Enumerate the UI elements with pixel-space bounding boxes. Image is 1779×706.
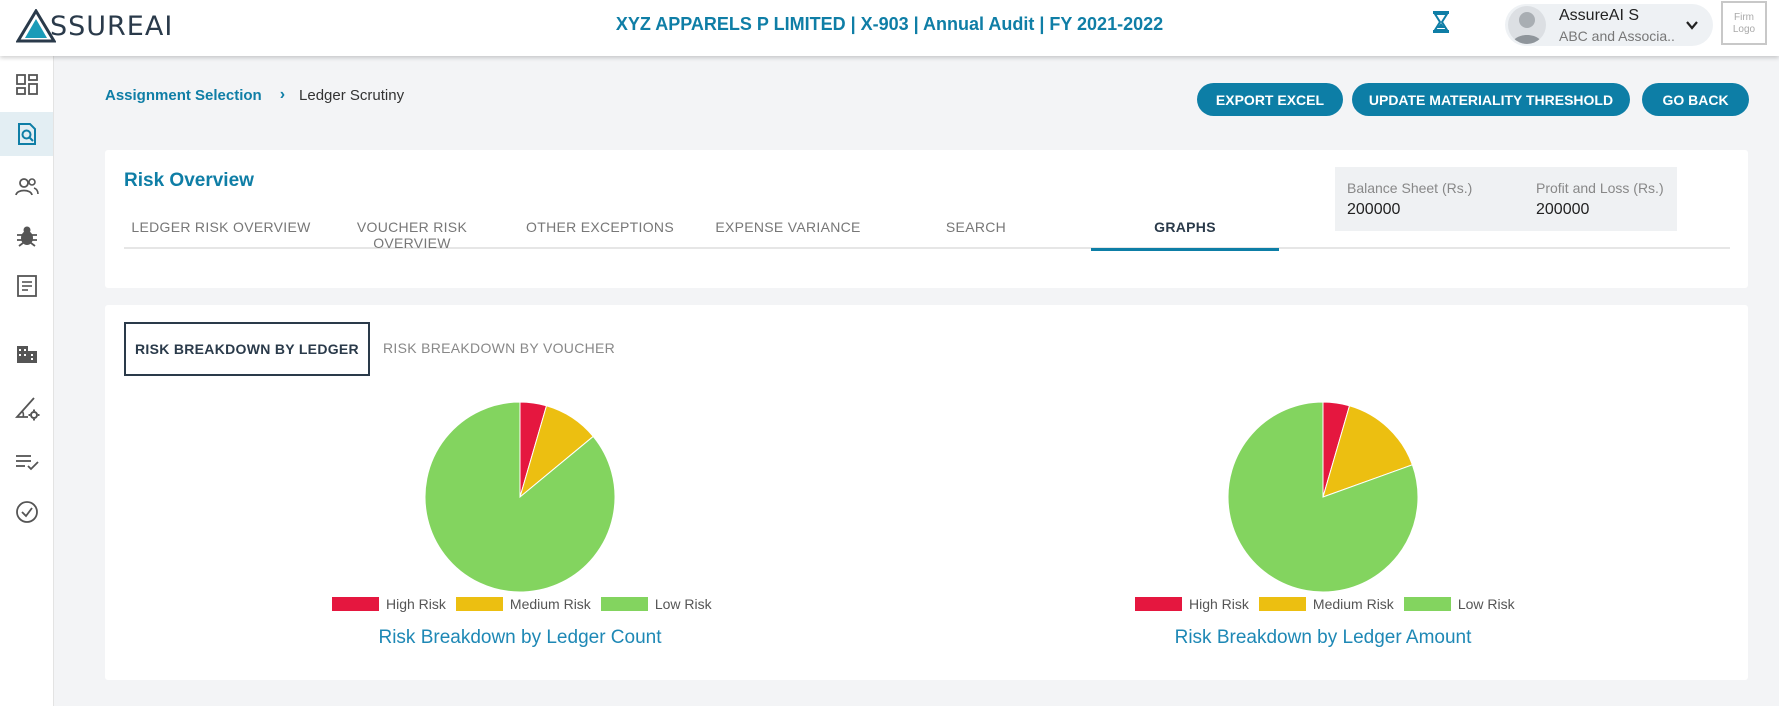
bug-icon xyxy=(16,226,37,247)
legend-label: Low Risk xyxy=(1457,596,1515,612)
report-icon xyxy=(16,275,37,297)
update-materiality-threshold-button[interactable]: UPDATE MATERIALITY THRESHOLD xyxy=(1352,83,1630,116)
breadcrumb-assignment-selection[interactable]: Assignment Selection xyxy=(105,86,262,104)
engagement-title: XYZ APPARELS P LIMITED | X-903 | Annual … xyxy=(615,14,1164,34)
breadcrumb: Assignment Selection › Ledger Scrutiny xyxy=(105,86,404,104)
tab-search[interactable]: SEARCH xyxy=(945,219,1007,235)
subtab-risk-breakdown-by-ledger[interactable]: RISK BREAKDOWN BY LEDGER xyxy=(124,322,370,376)
pie-slice-low-risk[interactable] xyxy=(424,401,616,593)
sidebar-item-organization[interactable] xyxy=(0,331,53,375)
user-menu[interactable]: AssureAI S ABC and Associa.. xyxy=(1505,4,1713,46)
ledger-amount-pie-chart xyxy=(1227,401,1419,593)
subtab-risk-breakdown-by-voucher[interactable]: RISK BREAKDOWN BY VOUCHER xyxy=(383,340,616,356)
legend-item-medium-risk[interactable]: Medium Risk xyxy=(455,596,591,612)
sidebar-item-exceptions[interactable] xyxy=(0,214,53,258)
tab-other-exceptions[interactable]: OTHER EXCEPTIONS xyxy=(526,219,674,235)
ledger-amount-legend: High Risk Medium Risk Low Risk xyxy=(1135,596,1525,612)
legend-label: High Risk xyxy=(1189,596,1249,612)
balance-sheet-label: Balance Sheet (Rs.) xyxy=(1347,180,1473,196)
profit-loss-value: 200000 xyxy=(1536,201,1590,218)
legend-item-low-risk[interactable]: Low Risk xyxy=(600,596,712,612)
logo-text: SSUREAI xyxy=(50,10,174,42)
legend-item-medium-risk[interactable]: Medium Risk xyxy=(1258,596,1394,612)
avatar xyxy=(1508,6,1546,44)
legend-swatch-low xyxy=(600,597,648,611)
legend-label: High Risk xyxy=(386,596,446,612)
pie-slice-low-risk[interactable] xyxy=(1227,401,1419,593)
building-icon xyxy=(16,346,37,363)
sidebar-item-checklist[interactable] xyxy=(0,440,53,484)
risk-overview-card: Risk Overview Balance Sheet (Rs.) 200000… xyxy=(105,150,1748,288)
graphs-card: RISK BREAKDOWN BY LEDGER RISK BREAKDOWN … xyxy=(105,305,1748,680)
ledger-count-pie-chart xyxy=(424,401,616,593)
sidebar-item-users[interactable] xyxy=(0,165,53,209)
tab-ledger-risk-overview[interactable]: LEDGER RISK OVERVIEW xyxy=(131,219,311,235)
breadcrumb-current: Ledger Scrutiny xyxy=(299,86,405,104)
legend-item-low-risk[interactable]: Low Risk xyxy=(1403,596,1515,612)
dashboard-icon xyxy=(15,74,38,95)
hourglass-icon[interactable] xyxy=(1431,10,1451,34)
sidebar-item-reports[interactable] xyxy=(0,264,53,308)
tab-voucher-risk-overview[interactable]: VOUCHER RISK OVERVIEW xyxy=(356,219,468,251)
sidebar xyxy=(0,56,54,706)
users-icon xyxy=(14,178,39,196)
checklist-icon xyxy=(15,455,39,471)
risk-overview-title: Risk Overview xyxy=(124,170,254,191)
ledger-count-legend: High Risk Medium Risk Low Risk xyxy=(332,596,722,612)
logo-triangle-icon xyxy=(16,9,56,43)
assureai-logo[interactable]: SSUREAI xyxy=(16,6,173,46)
legend-swatch-low xyxy=(1403,597,1451,611)
legend-swatch-high xyxy=(332,597,379,611)
legend-label: Medium Risk xyxy=(509,596,591,612)
user-organization: ABC and Associa.. xyxy=(1559,28,1675,44)
legend-swatch-medium xyxy=(1258,597,1306,611)
ledger-count-chart-title: Risk Breakdown by Ledger Count xyxy=(378,627,662,648)
user-name: AssureAI S xyxy=(1559,7,1640,24)
legend-label: Low Risk xyxy=(654,596,712,612)
legend-item-high-risk[interactable]: High Risk xyxy=(1135,596,1249,612)
balance-sheet-value: 200000 xyxy=(1347,201,1401,218)
pie-slice-medium-risk[interactable] xyxy=(1322,405,1414,498)
tab-expense-variance[interactable]: EXPENSE VARIANCE xyxy=(715,219,861,235)
profit-loss-label: Profit and Loss (Rs.) xyxy=(1536,180,1664,196)
chevron-down-icon[interactable] xyxy=(1685,18,1699,32)
check-circle-icon xyxy=(15,501,38,523)
sidebar-item-configuration[interactable] xyxy=(0,386,53,430)
legend-label: Medium Risk xyxy=(1312,596,1394,612)
ledger-amount-chart-title: Risk Breakdown by Ledger Amount xyxy=(1174,627,1472,648)
tab-graphs[interactable]: GRAPHS xyxy=(1091,219,1279,251)
legend-swatch-medium xyxy=(455,597,503,611)
user-avatar-icon xyxy=(1512,12,1542,44)
document-search-icon xyxy=(17,123,36,145)
firm-logo: Firm Logo xyxy=(1721,1,1767,45)
sidebar-item-dashboard[interactable] xyxy=(0,63,53,107)
sidebar-item-review[interactable] xyxy=(0,490,53,534)
legend-item-high-risk[interactable]: High Risk xyxy=(332,596,446,612)
sidebar-item-ledger-scrutiny[interactable] xyxy=(0,112,53,156)
export-excel-button[interactable]: EXPORT EXCEL xyxy=(1197,83,1343,116)
settings-triangle-icon xyxy=(14,397,39,421)
chevron-right-icon: › xyxy=(279,86,286,103)
top-header: SSUREAI XYZ APPARELS P LIMITED | X-903 |… xyxy=(0,0,1779,56)
legend-swatch-high xyxy=(1135,597,1182,611)
materiality-threshold-box: Balance Sheet (Rs.) 200000 Profit and Lo… xyxy=(1335,167,1677,231)
risk-tabs: LEDGER RISK OVERVIEW VOUCHER RISK OVERVI… xyxy=(124,219,1730,251)
go-back-button[interactable]: GO BACK xyxy=(1642,83,1749,116)
